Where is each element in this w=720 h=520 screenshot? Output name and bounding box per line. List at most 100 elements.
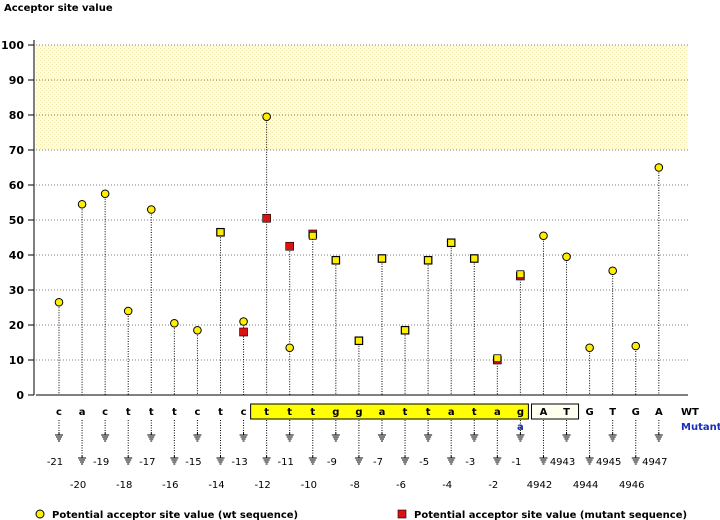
wt-value-marker: [424, 256, 433, 265]
wt-base-label: G: [586, 407, 594, 418]
y-tick-label: 30: [9, 284, 25, 297]
wt-base-label: g: [332, 407, 339, 418]
mutant-base-label: a: [517, 422, 524, 433]
position-label: -17: [139, 457, 155, 468]
position-label: -15: [185, 457, 201, 468]
wt-base-label: T: [609, 407, 616, 418]
wt-value-marker: [331, 256, 340, 265]
wt-base-label: t: [310, 407, 315, 418]
wt-value-marker: [170, 318, 179, 328]
wt-value-marker: [77, 199, 87, 209]
wt-base-label: t: [287, 407, 292, 418]
wt-base-label: t: [264, 407, 269, 418]
wt-base-label: t: [218, 407, 223, 418]
wt-base-label: c: [56, 407, 62, 418]
wt-value-marker: [516, 270, 525, 279]
legend: Potential acceptor site value (wt sequen…: [35, 509, 687, 520]
wt-value-marker: [146, 205, 156, 214]
y-tick-label: 10: [9, 354, 25, 367]
mutant-value-marker: [239, 327, 248, 337]
y-tick-label: 40: [9, 249, 25, 262]
position-label: -2: [488, 480, 498, 491]
position-label: -3: [465, 457, 475, 468]
wt-base-label: a: [379, 407, 386, 418]
position-label: -18: [116, 480, 132, 491]
position-label: 4947: [642, 457, 667, 468]
wt-value-marker: [285, 343, 295, 353]
wt-base-label: t: [472, 407, 477, 418]
position-label: -10: [301, 480, 317, 491]
y-tick-label: 0: [16, 389, 24, 402]
position-label: -6: [396, 480, 406, 491]
position-label: -14: [208, 480, 224, 491]
y-tick-label: 60: [9, 179, 25, 192]
position-label: -19: [93, 457, 109, 468]
wt-row-label: WT: [681, 407, 699, 418]
y-tick-label: 20: [9, 319, 25, 332]
position-label: 4944: [573, 480, 598, 491]
wt-value-marker: [401, 326, 409, 335]
position-label: -16: [162, 480, 178, 491]
wt-base-label: A: [540, 407, 548, 418]
highlight-band: [36, 45, 688, 150]
wt-base-label: t: [149, 407, 154, 418]
wt-value-marker: [631, 341, 641, 351]
position-label: -1: [511, 457, 521, 468]
wt-value-marker: [447, 238, 456, 247]
wt-value-marker: [216, 228, 225, 237]
wt-value-marker: [308, 231, 317, 240]
wt-value-marker: [539, 231, 548, 241]
legend-wt-marker: [35, 509, 45, 519]
wt-value-marker: [262, 112, 271, 122]
y-tick-label: 90: [9, 74, 25, 87]
wt-base-label: t: [126, 407, 131, 418]
mutant-value-marker: [262, 213, 271, 223]
wt-base-label: A: [655, 407, 663, 418]
exon-box: [530, 403, 580, 420]
legend-mutant-label: Potential acceptor site value (mutant se…: [414, 510, 687, 520]
position-label: -9: [327, 457, 337, 468]
wt-value-marker: [123, 306, 133, 316]
wt-base-label: T: [563, 407, 570, 418]
wt-value-marker: [378, 254, 386, 263]
position-label: -4: [442, 480, 452, 491]
wt-value-marker: [608, 266, 617, 276]
y-tick-label: 100: [1, 39, 24, 52]
position-label: 4945: [596, 457, 621, 468]
y-axis-title: Acceptor site value: [4, 3, 113, 14]
y-tick-label: 80: [9, 109, 25, 122]
wt-base-label: g: [355, 407, 362, 418]
wt-value-marker: [470, 254, 479, 263]
wt-value-marker: [100, 189, 110, 199]
wt-value-marker: [54, 297, 64, 307]
wt-base-label: a: [494, 407, 501, 418]
position-label: 4943: [550, 457, 575, 468]
wt-base-label: c: [102, 407, 108, 418]
position-label: -20: [70, 480, 86, 491]
position-label: 4942: [527, 480, 552, 491]
legend-mutant-marker: [397, 509, 407, 519]
mutant-row-label: Mutant: [681, 422, 720, 433]
wt-base-label: c: [241, 407, 247, 418]
y-tick-label: 70: [9, 144, 25, 157]
position-label: -5: [419, 457, 429, 468]
wt-value-marker: [585, 343, 594, 353]
sequence-highlight-box: [250, 403, 529, 420]
wt-base-label: g: [517, 407, 524, 418]
wt-value-marker: [193, 325, 202, 335]
position-label: -13: [231, 457, 247, 468]
wt-base-label: a: [79, 407, 86, 418]
position-label: -21: [47, 457, 63, 468]
wt-value-marker: [493, 354, 502, 363]
wt-base-label: t: [172, 407, 177, 418]
position-label: -8: [350, 480, 360, 491]
legend-wt-label: Potential acceptor site value (wt sequen…: [52, 510, 298, 520]
position-label: 4946: [619, 480, 644, 491]
wt-value-marker: [355, 336, 363, 345]
mutant-value-marker: [285, 241, 295, 251]
wt-base-label: c: [194, 407, 200, 418]
wt-value-marker: [562, 252, 571, 262]
wt-base-label: G: [632, 407, 640, 418]
wt-base-label: t: [426, 407, 431, 418]
